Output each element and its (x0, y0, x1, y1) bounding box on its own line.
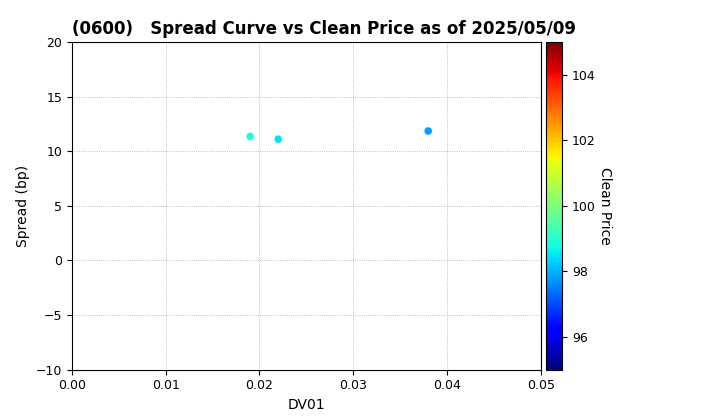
Point (272, 136, 284, 142)
Y-axis label: Spread (bp): Spread (bp) (17, 165, 30, 247)
Point (423, 128, 434, 134)
X-axis label: DV01: DV01 (287, 398, 325, 412)
Text: (0600)   Spread Curve vs Clean Price as of 2025/05/09: (0600) Spread Curve vs Clean Price as of… (72, 20, 576, 38)
Y-axis label: Clean Price: Clean Price (598, 167, 613, 245)
Point (244, 133, 256, 140)
